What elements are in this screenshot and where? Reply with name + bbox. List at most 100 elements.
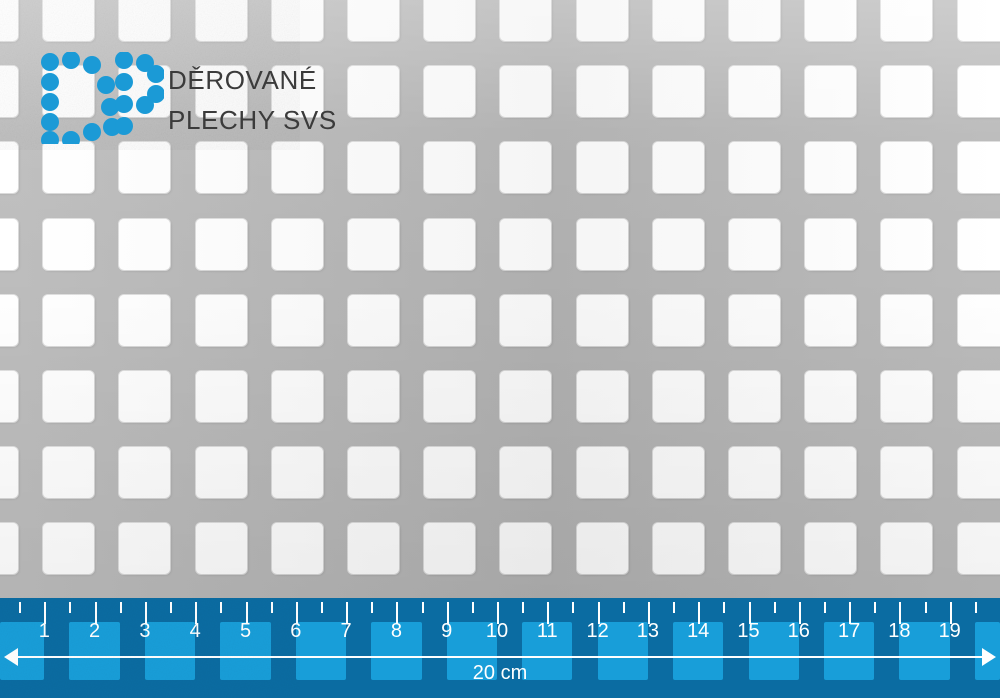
perforation-hole — [348, 218, 399, 270]
scale-tick-minor — [823, 602, 826, 613]
perforation-hole — [424, 0, 476, 41]
perforation-hole — [43, 142, 95, 194]
perforation-hole — [43, 371, 95, 422]
perforation-hole — [119, 523, 171, 575]
perforation-hole — [424, 447, 476, 499]
scale-tick-minor — [522, 602, 525, 613]
perforation-hole — [652, 447, 704, 499]
perforation-hole — [729, 0, 780, 41]
perforation-hole — [881, 142, 933, 194]
perforation-hole — [0, 294, 18, 346]
scale-number: 11 — [536, 620, 558, 642]
scale-tick-major — [547, 602, 550, 624]
perforation-hole — [805, 523, 857, 575]
perforation-hole — [271, 142, 323, 194]
perforation-hole — [729, 371, 780, 422]
scale-total-label: 20 cm — [472, 662, 528, 684]
perforation-hole — [0, 142, 18, 194]
perforation-hole — [652, 218, 704, 270]
scale-tick-minor — [471, 602, 474, 613]
scale-tick-major — [597, 602, 600, 624]
perforation-hole — [881, 0, 933, 41]
scale-tick-minor — [69, 602, 72, 613]
perforation-hole — [271, 447, 323, 499]
scale-tick-major — [698, 602, 701, 624]
scale-tick-minor — [622, 602, 625, 613]
scale-tick-minor — [723, 602, 726, 613]
scale-block — [295, 622, 347, 680]
perforation-hole — [43, 294, 95, 346]
perforation-hole — [805, 66, 857, 118]
perforation-hole — [881, 218, 933, 270]
logo-line-2: PLECHY SVS — [168, 105, 337, 135]
scale-tick-minor — [170, 602, 173, 613]
perforation-hole — [348, 294, 399, 346]
perforation-hole — [957, 218, 1000, 270]
perforation-hole — [195, 447, 247, 499]
company-logo: DĚROVANÉ PLECHY SVS — [40, 52, 340, 147]
perforation-hole — [805, 294, 857, 346]
perforation-hole — [729, 218, 780, 270]
scale-tick-minor — [572, 602, 575, 613]
scale-tick-minor — [924, 602, 927, 613]
perforation-hole — [805, 218, 857, 270]
perforation-hole — [195, 0, 247, 41]
perforation-hole — [957, 142, 1000, 194]
scale-block — [748, 622, 799, 680]
perforation-hole — [424, 371, 476, 422]
perforation-hole — [0, 371, 18, 422]
perforation-hole — [652, 142, 704, 194]
scale-number: 12 — [586, 620, 609, 642]
scale-block — [597, 622, 648, 680]
perforation-hole — [576, 218, 628, 270]
scale-tick-minor — [220, 602, 223, 613]
perforation-hole — [576, 523, 628, 575]
perforation-hole — [881, 447, 933, 499]
scale-number: 19 — [938, 620, 961, 642]
perforation-hole — [119, 142, 171, 194]
logo-wordmark: DĚROVANÉ PLECHY SVS — [168, 60, 337, 140]
scale-tick-major — [798, 602, 801, 624]
scale-number: 6 — [290, 620, 302, 642]
perforation-hole — [195, 218, 247, 270]
scale-tick-major — [899, 602, 902, 624]
perforation-hole — [0, 523, 18, 575]
perforation-hole — [271, 0, 323, 41]
perforation-hole — [0, 66, 18, 118]
perforation-hole — [271, 294, 323, 346]
perforation-hole — [424, 142, 476, 194]
scale-number: 17 — [837, 620, 861, 642]
arrow-left-icon — [4, 648, 18, 666]
scale-tick-major — [346, 602, 349, 624]
scale-tick-minor — [673, 602, 676, 613]
perforation-hole — [424, 66, 476, 118]
perforation-hole — [195, 523, 247, 575]
perforation-hole — [500, 218, 552, 270]
scale-number: 5 — [239, 620, 252, 642]
perforation-hole — [729, 523, 780, 575]
scale-measure-line — [14, 656, 986, 658]
scale-block — [144, 622, 196, 680]
perforation-hole — [576, 447, 628, 499]
perforation-hole — [729, 294, 780, 346]
perforation-hole — [805, 371, 857, 422]
perforation-hole — [119, 371, 171, 422]
perforation-hole — [500, 142, 552, 194]
perforation-hole — [881, 523, 933, 575]
perforation-hole — [424, 294, 476, 346]
scale-number: 14 — [687, 620, 710, 642]
perforation-hole — [729, 66, 780, 118]
scale-number: 18 — [888, 620, 911, 642]
scale-block — [446, 622, 497, 680]
scale-number: 15 — [737, 620, 760, 642]
scale-tick-minor — [974, 602, 977, 613]
perforation-hole — [119, 218, 171, 270]
perforation-hole — [424, 218, 476, 270]
scale-tick-major — [497, 602, 499, 624]
perforation-hole — [881, 294, 933, 346]
scale-number: 3 — [139, 620, 151, 642]
scale-tick-minor — [19, 602, 22, 613]
perforation-hole — [0, 0, 18, 41]
scale-tick-minor — [320, 602, 323, 613]
perforation-hole — [805, 447, 857, 499]
